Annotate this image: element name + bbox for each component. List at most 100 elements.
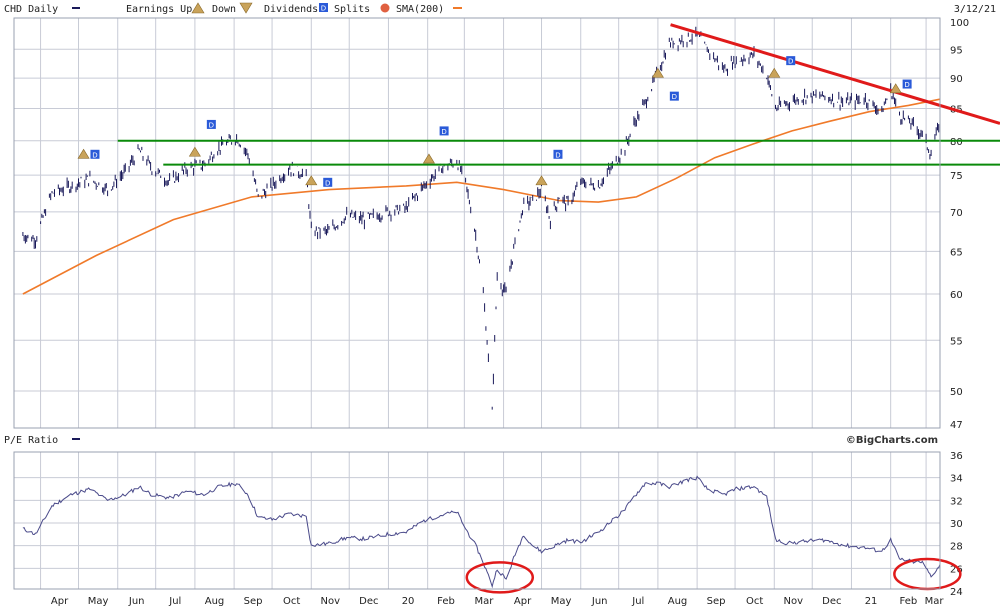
price-panel-frame <box>13 17 941 429</box>
earnings-marker-icon <box>305 175 318 186</box>
earnings-marker-icon <box>77 148 90 159</box>
x-tick-label: Jun <box>591 596 608 607</box>
price-y-tick-label: 90 <box>950 74 963 85</box>
price-panel-background <box>14 18 940 428</box>
price-y-tick-label: 55 <box>950 336 963 347</box>
dividend-marker-icon: D <box>669 91 679 101</box>
earnings-marker-icon <box>422 153 435 164</box>
x-tick-label: May <box>88 596 109 607</box>
x-tick-label: Apr <box>51 596 69 607</box>
trend-and-support-lines <box>117 23 1000 166</box>
dividend-letter: D <box>441 128 446 136</box>
sma-200-line <box>22 98 941 295</box>
price-bars <box>22 26 941 410</box>
pe-ratio-series <box>22 475 941 589</box>
resistance-trend-line <box>670 23 1000 125</box>
symbol-label: CHD Daily <box>4 4 58 15</box>
pe-y-tick-label: 36 <box>950 451 963 462</box>
earnings-down-icon <box>239 2 253 14</box>
x-tick-label: Jun <box>128 596 145 607</box>
price-y-axis: 4750556065707580859095100 <box>950 18 969 431</box>
ratio-header: P/E Ratio ©BigCharts.com <box>4 435 938 446</box>
earnings-marker-icon <box>535 175 548 186</box>
dividend-box <box>206 119 216 129</box>
earnings-triangle <box>889 83 902 94</box>
pe-y-tick-label: 28 <box>950 542 963 553</box>
x-tick-label: Mar <box>475 596 495 607</box>
dividend-marker-icon: D <box>206 119 216 129</box>
pe-y-tick-label: 32 <box>950 496 963 507</box>
earnings-triangle <box>188 146 201 157</box>
x-tick-label: 21 <box>865 596 878 607</box>
x-tick-label: Oct <box>746 596 763 607</box>
price-y-tick-label: 100 <box>950 18 969 29</box>
dividend-letter: D <box>209 121 214 129</box>
svg-text:D: D <box>321 5 326 13</box>
pe-y-tick-label: 26 <box>950 564 963 575</box>
pe-y-tick-label: 24 <box>950 587 963 598</box>
earnings-marker-icon <box>889 83 902 94</box>
pe-y-tick-label: 30 <box>950 519 963 530</box>
dividend-marker-icon: D <box>439 126 449 136</box>
earnings-marker-icon <box>188 146 201 157</box>
x-tick-label: Dec <box>822 596 841 607</box>
pe-panel-frame <box>13 451 941 590</box>
price-series <box>22 26 941 410</box>
dividend-letter: D <box>904 81 909 89</box>
dividend-box <box>323 177 333 187</box>
ratio-label: P/E Ratio <box>4 435 58 446</box>
dividend-box <box>786 56 796 66</box>
pe-y-axis: 24 26 28 30 32 34 36 <box>950 451 963 598</box>
x-tick-label: 20 <box>402 596 415 607</box>
price-y-tick-label: 70 <box>950 208 963 219</box>
x-tick-label: Aug <box>668 596 688 607</box>
dividend-marker-icon: D <box>786 56 796 66</box>
price-y-tick-label: 50 <box>950 387 963 398</box>
dividend-letter: D <box>325 179 330 187</box>
dividend-letter: D <box>92 151 97 159</box>
earnings-up-label: Earnings Up <box>126 4 192 15</box>
earnings-marker-icon <box>768 67 781 78</box>
earnings-marker-icon <box>651 67 664 78</box>
x-tick-label: Jul <box>631 596 644 607</box>
chart-header: CHD Daily Earnings Up Down Dividends D S… <box>4 2 996 15</box>
dividend-letter: D <box>555 151 560 159</box>
x-tick-label: Aug <box>205 596 225 607</box>
x-tick-label: Sep <box>707 596 726 607</box>
earnings-triangle <box>77 148 90 159</box>
pe-y-tick-label: 34 <box>950 474 963 485</box>
x-tick-label: Dec <box>359 596 378 607</box>
dividend-marker-icon: D <box>553 149 563 159</box>
x-tick-label: Nov <box>320 596 340 607</box>
dividends-label: Dividends <box>264 4 318 15</box>
pe-ratio-line <box>22 475 941 589</box>
dividend-marker-icon: D <box>902 79 912 89</box>
price-y-tick-label: 80 <box>950 137 963 148</box>
earnings-down-label: Down <box>212 4 236 15</box>
dividend-box <box>669 91 679 101</box>
dividend-box <box>439 126 449 136</box>
dividend-marker-icon: D <box>90 149 100 159</box>
price-y-tick-label: 47 <box>950 420 963 431</box>
price-y-tick-label: 65 <box>950 247 963 258</box>
x-tick-label: Sep <box>244 596 263 607</box>
annotation-circle <box>465 561 535 594</box>
dividend-letter: D <box>788 58 793 66</box>
x-tick-label: Feb <box>900 596 918 607</box>
earnings-triangle <box>768 67 781 78</box>
dividend-icon: D <box>319 3 328 13</box>
x-tick-label: Nov <box>783 596 803 607</box>
x-tick-label: Mar <box>925 596 945 607</box>
pe-gridlines <box>14 452 940 589</box>
dividend-letter: D <box>672 93 677 101</box>
split-icon <box>380 3 390 13</box>
x-axis-month-labels: Apr May Jun Jul Aug Sep Oct Nov Dec 20 Feb Mar Apr Ma… <box>51 596 944 607</box>
dividend-box <box>90 149 100 159</box>
price-y-tick-label: 95 <box>950 45 963 56</box>
price-y-tick-label: 75 <box>950 171 963 182</box>
bigcharts-credit: ©BigCharts.com <box>846 435 938 446</box>
x-tick-label: Feb <box>437 596 455 607</box>
